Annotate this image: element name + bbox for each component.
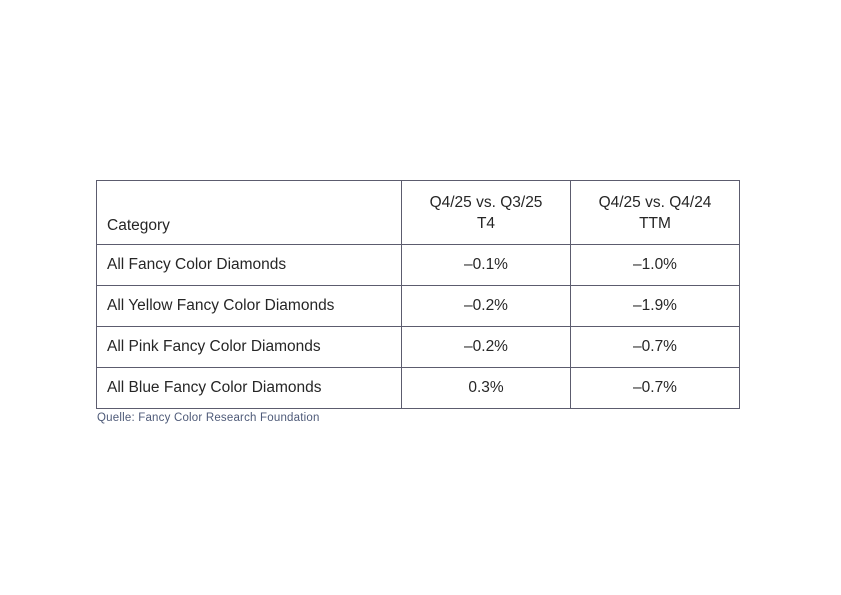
value-cell-q4-vs-q3: –0.1% [401,244,571,286]
column-header-q4-vs-q4-line1: Q4/25 vs. Q4/24 [598,193,712,211]
column-header-q4-vs-q4: Q4/25 vs. Q4/24 TTM [570,180,740,245]
value-cell-q4-vs-q3: –0.2% [401,285,571,327]
category-cell: All Pink Fancy Color Diamonds [96,326,402,368]
column-header-q4-vs-q4-line2: TTM [639,214,671,232]
value-cell-q4-vs-q4: –1.0% [570,244,740,286]
category-cell: All Yellow Fancy Color Diamonds [96,285,402,327]
table-row: All Pink Fancy Color Diamonds –0.2% –0.7… [96,326,740,368]
table-row: All Yellow Fancy Color Diamonds –0.2% –1… [96,285,740,327]
table-row: All Fancy Color Diamonds –0.1% –1.0% [96,244,740,286]
value-cell-q4-vs-q4: –0.7% [570,326,740,368]
value-cell-q4-vs-q4: –0.7% [570,367,740,409]
column-header-q4-vs-q3-line2: T4 [476,214,496,232]
value-cell-q4-vs-q3: –0.2% [401,326,571,368]
price-change-table-container: Category Q4/25 vs. Q3/25 T4 Q4/25 vs. Q4… [96,180,740,424]
value-cell-q4-vs-q3: 0.3% [401,367,571,409]
value-cell-q4-vs-q4: –1.9% [570,285,740,327]
category-cell: All Fancy Color Diamonds [96,244,402,286]
source-caption: Quelle: Fancy Color Research Foundation [97,412,320,424]
column-header-q4-vs-q3: Q4/25 vs. Q3/25 T4 [401,180,571,245]
table-header-row: Category Q4/25 vs. Q3/25 T4 Q4/25 vs. Q4… [96,180,740,245]
table-row: All Blue Fancy Color Diamonds 0.3% –0.7% [96,367,740,409]
fancy-color-price-table: Category Q4/25 vs. Q3/25 T4 Q4/25 vs. Q4… [96,180,740,409]
column-header-q4-vs-q3-line1: Q4/25 vs. Q3/25 [429,193,543,211]
column-header-category: Category [96,180,402,245]
category-cell: All Blue Fancy Color Diamonds [96,367,402,409]
